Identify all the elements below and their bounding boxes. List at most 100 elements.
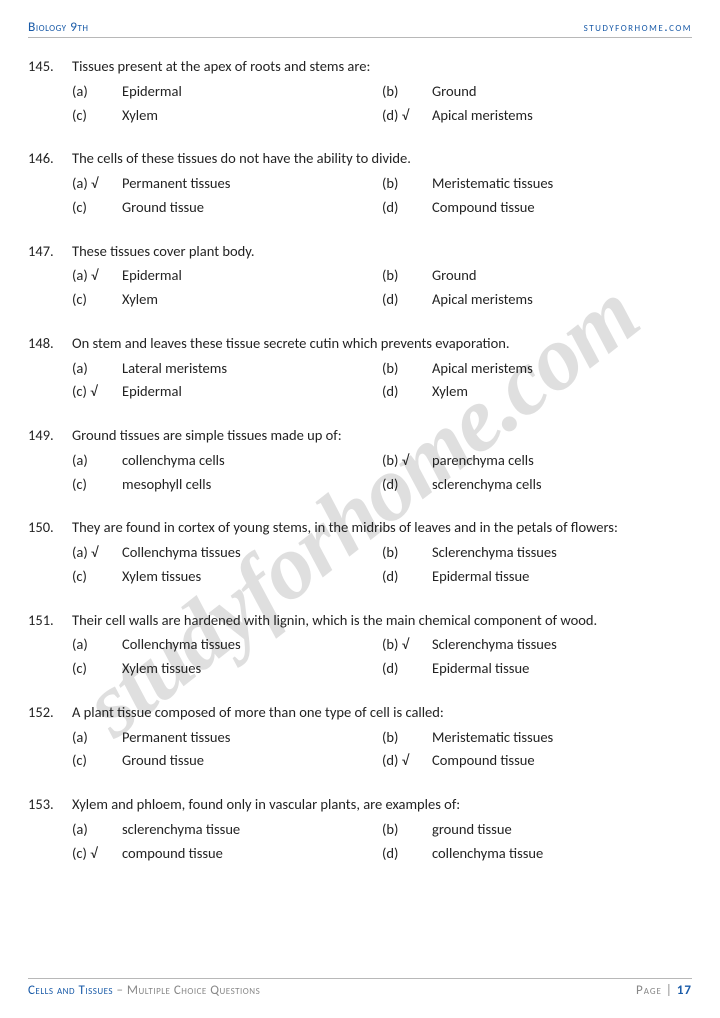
option: (a)Collenchyma tissues xyxy=(72,634,382,656)
option-text: Xylem xyxy=(122,289,382,311)
footer-left: Cells and Tissues – Multiple Choice Ques… xyxy=(28,983,260,998)
option-text: sclerenchyma cells xyxy=(432,474,692,496)
option: (d)sclerenchyma cells xyxy=(382,474,692,496)
question: 151.Their cell walls are hardened with l… xyxy=(28,610,692,680)
question-number: 148. xyxy=(28,333,72,355)
option-label: (d) √ xyxy=(382,105,432,127)
option-label: (a) √ xyxy=(72,542,122,564)
option-label: (c) xyxy=(72,566,122,588)
option-label: (b) √ xyxy=(382,634,432,656)
header-site: studyforhome.com xyxy=(584,18,692,35)
option: (a)Permanent tissues xyxy=(72,727,382,749)
option-label: (a) xyxy=(72,358,122,380)
question-text: They are found in cortex of young stems,… xyxy=(72,517,692,539)
footer-page-label: Page | xyxy=(636,983,673,998)
footer-chapter: Cells and Tissues xyxy=(28,983,113,998)
option-text: Sclerenchyma tissues xyxy=(432,542,692,564)
option-row: (c)Xylem tissues(d)Epidermal tissue xyxy=(72,566,692,588)
option: (a)sclerenchyma tissue xyxy=(72,819,382,841)
option-text: Apical meristems xyxy=(432,289,692,311)
option-label: (d) xyxy=(382,566,432,588)
option-row: (a) √Permanent tissues(b)Meristematic ti… xyxy=(72,173,692,195)
question-text: Ground tissues are simple tissues made u… xyxy=(72,425,692,447)
question-number: 149. xyxy=(28,425,72,447)
question-row: 147.These tissues cover plant body. xyxy=(28,241,692,263)
options: (a) √Permanent tissues(b)Meristematic ti… xyxy=(28,173,692,219)
option-text: Epidermal tissue xyxy=(432,658,692,680)
option-label: (c) xyxy=(72,105,122,127)
option-label: (d) xyxy=(382,658,432,680)
option-text: Collenchyma tissues xyxy=(122,634,382,656)
option-text: Ground xyxy=(432,265,692,287)
option: (a) √Collenchyma tissues xyxy=(72,542,382,564)
option-text: Epidermal xyxy=(122,81,382,103)
option-label: (a) xyxy=(72,727,122,749)
option: (c) √compound tissue xyxy=(72,843,382,865)
option: (b)ground tissue xyxy=(382,819,692,841)
option-label: (b) xyxy=(382,358,432,380)
option-label: (a) xyxy=(72,634,122,656)
option-text: compound tissue xyxy=(122,843,382,865)
option-label: (b) xyxy=(382,81,432,103)
option-text: mesophyll cells xyxy=(122,474,382,496)
options: (a)Lateral meristems(b)Apical meristems(… xyxy=(28,358,692,404)
option: (a)collenchyma cells xyxy=(72,450,382,472)
question: 147.These tissues cover plant body.(a) √… xyxy=(28,241,692,311)
option: (c)Xylem xyxy=(72,289,382,311)
option-label: (a) √ xyxy=(72,265,122,287)
footer-page-number: 17 xyxy=(677,983,692,998)
question-text: These tissues cover plant body. xyxy=(72,241,692,263)
question-row: 153.Xylem and phloem, found only in vasc… xyxy=(28,794,692,816)
option-row: (c)Xylem(d)Apical meristems xyxy=(72,289,692,311)
question-text: On stem and leaves these tissue secrete … xyxy=(72,333,692,355)
question-row: 151.Their cell walls are hardened with l… xyxy=(28,610,692,632)
option: (c)mesophyll cells xyxy=(72,474,382,496)
option: (d)Epidermal tissue xyxy=(382,658,692,680)
option-text: Epidermal tissue xyxy=(432,566,692,588)
question-number: 145. xyxy=(28,56,72,78)
question-text: Tissues present at the apex of roots and… xyxy=(72,56,692,78)
option: (d)Xylem xyxy=(382,381,692,403)
option-text: Permanent tissues xyxy=(122,727,382,749)
option-label: (d) xyxy=(382,381,432,403)
option-text: Collenchyma tissues xyxy=(122,542,382,564)
option-label: (c) √ xyxy=(72,843,122,865)
question-text: A plant tissue composed of more than one… xyxy=(72,702,692,724)
option-text: ground tissue xyxy=(432,819,692,841)
question-number: 153. xyxy=(28,794,72,816)
option-row: (a) √Collenchyma tissues(b)Sclerenchyma … xyxy=(72,542,692,564)
option-label: (c) xyxy=(72,197,122,219)
option: (c)Xylem tissues xyxy=(72,658,382,680)
question-row: 152.A plant tissue composed of more than… xyxy=(28,702,692,724)
option-row: (c)Xylem tissues(d)Epidermal tissue xyxy=(72,658,692,680)
question-row: 149.Ground tissues are simple tissues ma… xyxy=(28,425,692,447)
option: (a)Lateral meristems xyxy=(72,358,382,380)
question-text: The cells of these tissues do not have t… xyxy=(72,148,692,170)
option-label: (b) √ xyxy=(382,450,432,472)
option-row: (a)Epidermal(b)Ground xyxy=(72,81,692,103)
option: (a) √Permanent tissues xyxy=(72,173,382,195)
question: 146.The cells of these tissues do not ha… xyxy=(28,148,692,218)
options: (a)Epidermal(b)Ground(c)Xylem(d) √Apical… xyxy=(28,81,692,127)
option: (d)collenchyma tissue xyxy=(382,843,692,865)
option-text: collenchyma tissue xyxy=(432,843,692,865)
option-label: (a) xyxy=(72,450,122,472)
option-label: (d) xyxy=(382,197,432,219)
option: (b) √parenchyma cells xyxy=(382,450,692,472)
option-row: (c)Xylem(d) √Apical meristems xyxy=(72,105,692,127)
option-text: sclerenchyma tissue xyxy=(122,819,382,841)
option-row: (a) √Epidermal(b)Ground xyxy=(72,265,692,287)
option: (d) √Compound tissue xyxy=(382,750,692,772)
option: (b)Apical meristems xyxy=(382,358,692,380)
option-label: (c) √ xyxy=(72,381,122,403)
option-row: (c)Ground tissue(d)Compound tissue xyxy=(72,197,692,219)
option-label: (d) xyxy=(382,474,432,496)
option: (c)Ground tissue xyxy=(72,750,382,772)
question-text: Their cell walls are hardened with ligni… xyxy=(72,610,692,632)
option-text: Meristematic tissues xyxy=(432,727,692,749)
option-text: Compound tissue xyxy=(432,197,692,219)
options: (a)Collenchyma tissues(b) √Sclerenchyma … xyxy=(28,634,692,680)
question: 145.Tissues present at the apex of roots… xyxy=(28,56,692,126)
option-row: (c) √compound tissue(d)collenchyma tissu… xyxy=(72,843,692,865)
option-row: (a)sclerenchyma tissue(b)ground tissue xyxy=(72,819,692,841)
